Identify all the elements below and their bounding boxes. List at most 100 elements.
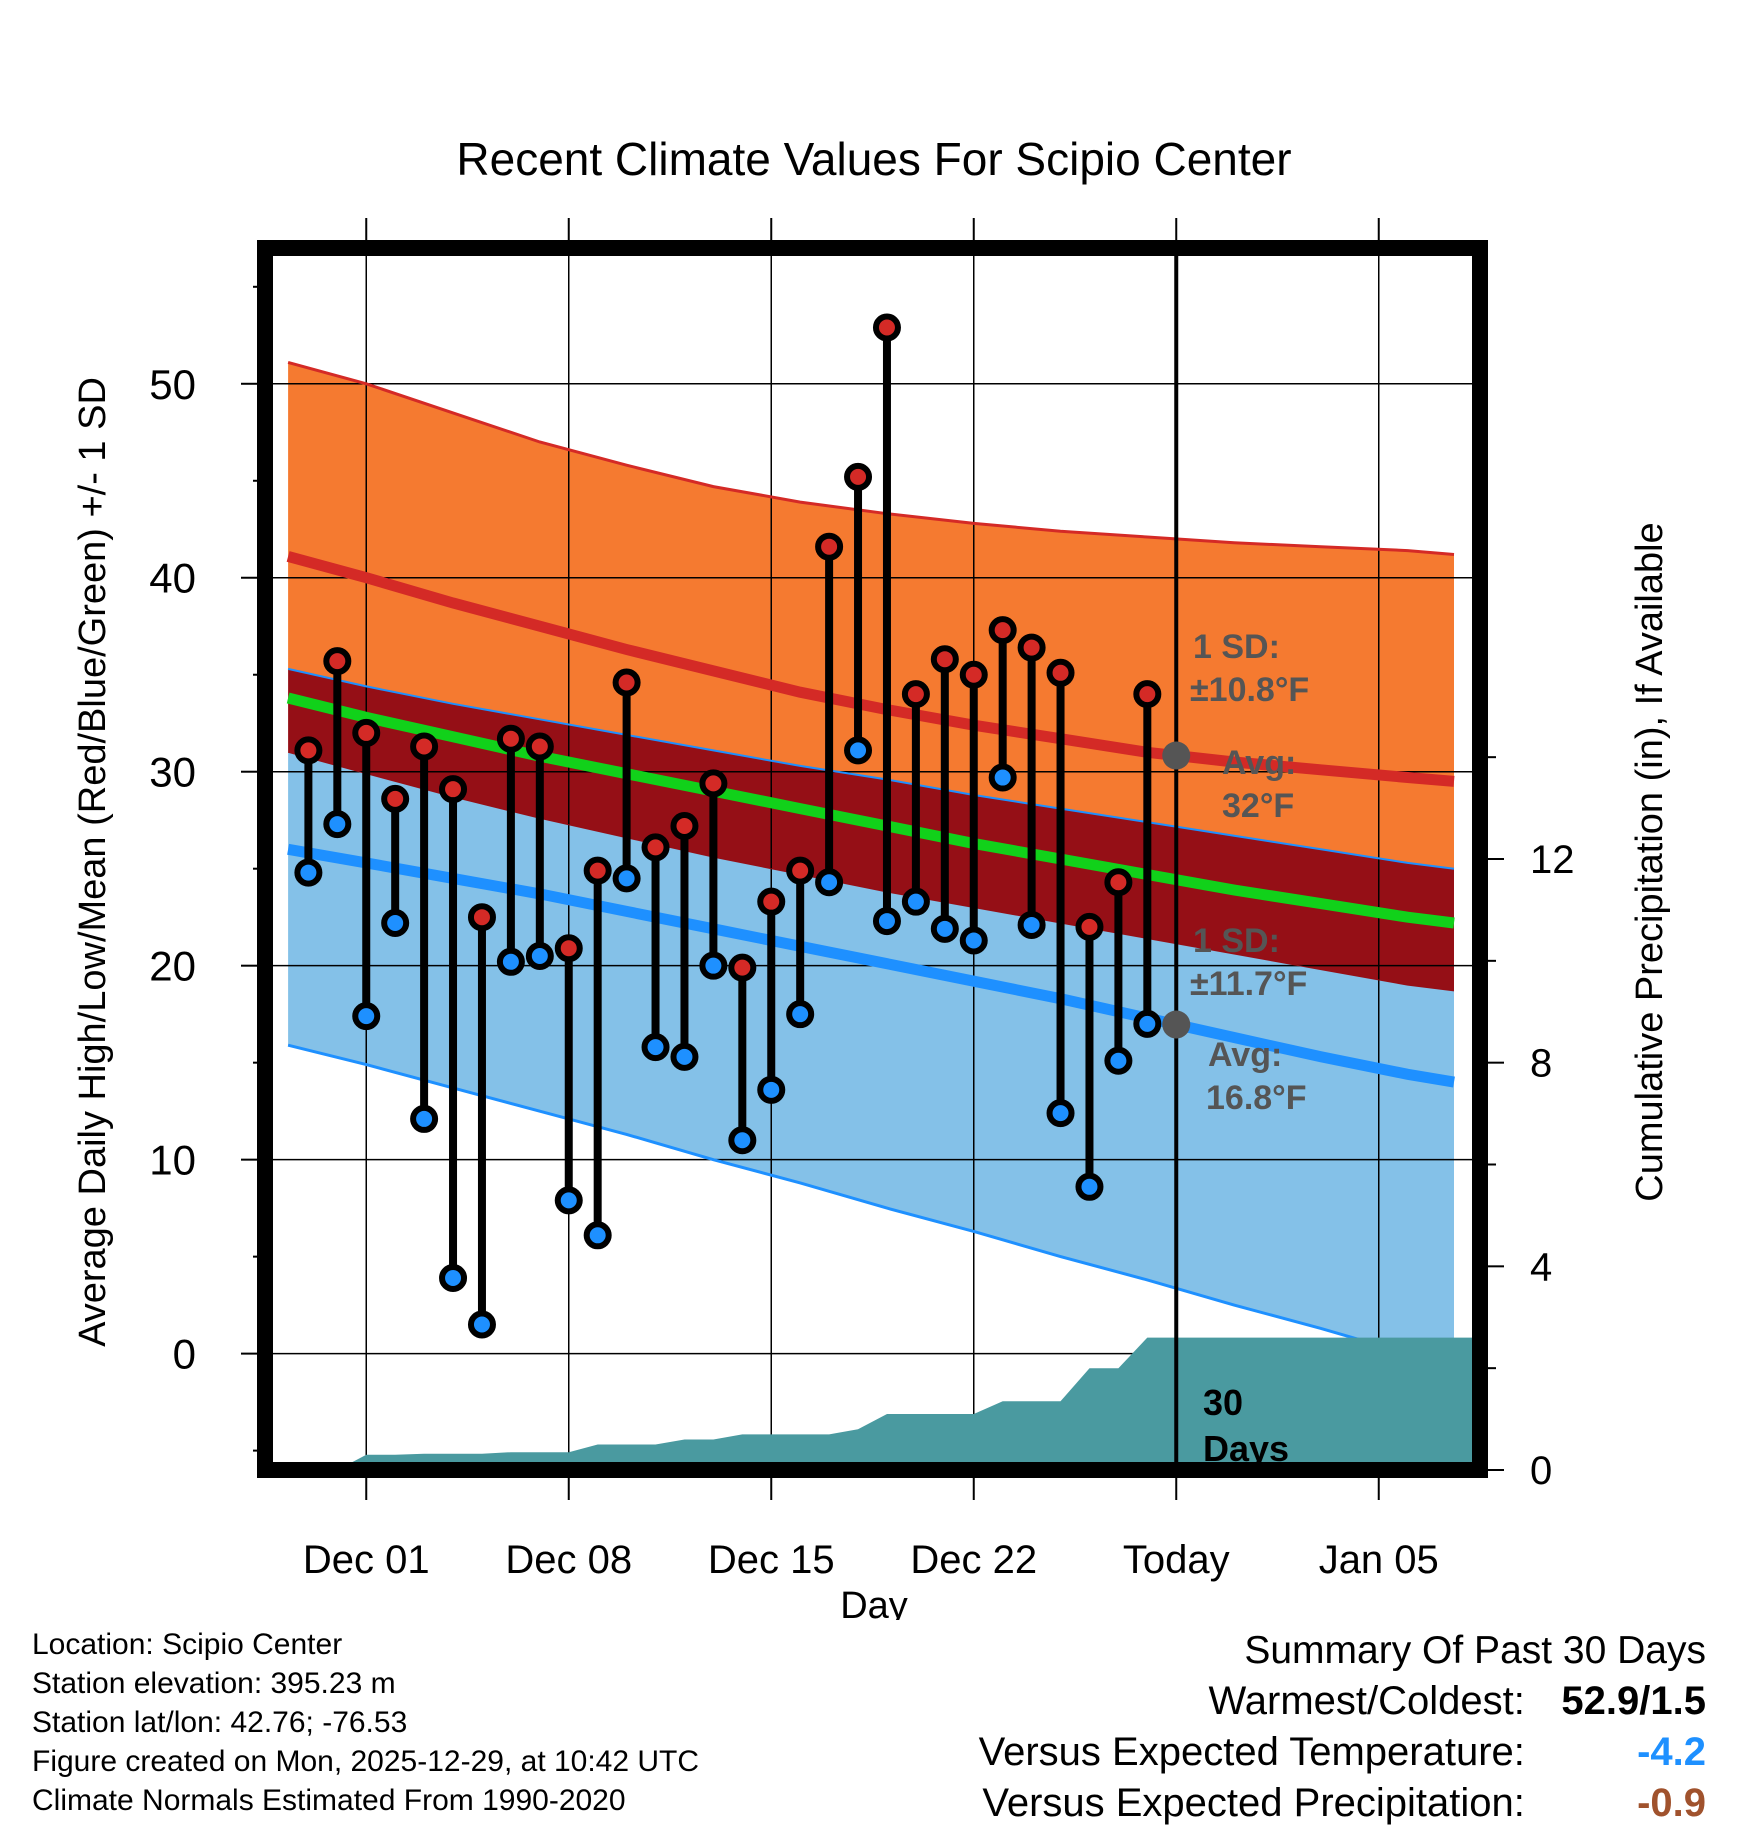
daily-low-marker [1075, 1172, 1104, 1201]
daily-low-marker [1133, 1009, 1162, 1038]
plot-inner: 1 SD: ±10.8°F Avg: 32°F 1 SD: ±11.7°F Avg: 16.8… [265, 248, 1480, 1470]
chart-title: Recent Climate Values For Scipio Center [456, 133, 1291, 185]
daily-low-marker [1046, 1099, 1075, 1128]
daily-low-marker [815, 868, 844, 897]
y-tick-label: 40 [149, 555, 196, 602]
daily-high-marker [294, 736, 323, 765]
summary-title: Summary Of Past 30 Days [1244, 1629, 1706, 1672]
elevation-text: Station elevation: 395.23 m [32, 1667, 396, 1700]
daily-low-marker [583, 1221, 612, 1250]
daily-low-marker [786, 1000, 815, 1029]
daily-low-marker [901, 887, 930, 916]
warmest-coldest-label: Warmest/Coldest: [1208, 1679, 1525, 1723]
y2-tick-label: 12 [1530, 838, 1575, 882]
precip-label: Versus Expected Precipitation: [982, 1781, 1525, 1825]
y-tick-label: 10 [149, 1137, 196, 1184]
daily-high-marker [381, 784, 410, 813]
overlap-band [288, 668, 1455, 991]
x-tick-label: Jan 05 [1319, 1538, 1439, 1582]
climate-chart: Recent Climate Values For Scipio Center … [72, 133, 1671, 1620]
daily-high-marker [901, 680, 930, 709]
daily-low-marker [439, 1263, 468, 1292]
daily-high-marker [699, 769, 728, 798]
daily-high-marker [1133, 680, 1162, 709]
daily-high-marker [844, 462, 873, 491]
daily-low-marker [554, 1186, 583, 1215]
daily-high-marker [786, 856, 815, 885]
daily-low-marker [381, 909, 410, 938]
y2-tick-label: 0 [1530, 1449, 1552, 1493]
temp-value: -4.2 [1637, 1730, 1706, 1774]
low-sd-value: ±11.7°F [1190, 965, 1307, 1003]
daily-high-marker [641, 833, 670, 862]
summary-temp: Versus Expected Temperature: -4.2 [979, 1727, 1706, 1778]
daily-high-marker [554, 934, 583, 963]
daily-high-marker [815, 532, 844, 561]
y2-axis-label: Cumulative Precipitation (in), If Availa… [1629, 522, 1671, 1201]
daily-high-marker [959, 660, 988, 689]
y-tick-label: 50 [149, 361, 196, 408]
daily-high-marker [930, 645, 959, 674]
daily-high-marker [1017, 633, 1046, 662]
temp-label: Versus Expected Temperature: [978, 1730, 1525, 1774]
normals-text: Climate Normals Estimated From 1990-2020 [32, 1784, 626, 1817]
daily-high-marker [439, 775, 468, 804]
daily-high-marker [352, 718, 381, 747]
y-tick-label: 30 [149, 749, 196, 796]
daily-high-marker [988, 616, 1017, 645]
summary-panel: Summary Of Past 30 Days Warmest/Coldest:… [979, 1625, 1706, 1829]
high-sd-band [288, 362, 1455, 869]
daily-low-marker [323, 810, 352, 839]
low-avg-value: 16.8°F [1206, 1079, 1307, 1117]
precip-area [265, 1337, 1480, 1470]
x-axis-label: Day [840, 1585, 908, 1620]
daily-low-marker [496, 947, 525, 976]
daily-low-marker [1017, 910, 1046, 939]
high-sd-value: ±10.8°F [1190, 671, 1309, 709]
daily-high-marker [496, 724, 525, 753]
precip-value: -0.9 [1637, 1781, 1706, 1825]
daily-high-marker [728, 953, 757, 982]
y2-tick-label: 8 [1530, 1042, 1552, 1086]
daily-low-marker [641, 1033, 670, 1062]
daily-high-marker [1104, 868, 1133, 897]
daily-high-marker [467, 903, 496, 932]
x-tick-label: Dec 22 [910, 1538, 1037, 1582]
daily-high-marker [583, 856, 612, 885]
warmest-coldest-value: 52.9/1.5 [1561, 1679, 1706, 1723]
plot-frame [257, 240, 1488, 1478]
days-label-number: 30 [1203, 1382, 1243, 1423]
daily-high-marker [670, 812, 699, 841]
x-tick-label: Dec 01 [303, 1538, 430, 1582]
low-avg-label: Avg: [1208, 1036, 1282, 1074]
daily-low-marker [757, 1075, 786, 1104]
daily-low-marker [959, 926, 988, 955]
normal-low-line [287, 843, 1455, 1088]
high-avg-value: 32°F [1222, 787, 1294, 825]
daily-low-marker [728, 1126, 757, 1155]
daily-low-marker [352, 1002, 381, 1031]
x-tick-label: Today [1123, 1538, 1230, 1582]
daily-low-marker [410, 1104, 439, 1133]
daily-low-marker [930, 914, 959, 943]
latlon-text: Station lat/lon: 42.76; -76.53 [32, 1706, 408, 1739]
daily-low-marker [844, 736, 873, 765]
daily-high-marker [1075, 912, 1104, 941]
daily-low-marker [670, 1042, 699, 1071]
created-text: Figure created on Mon, 2025-12-29, at 10… [32, 1745, 700, 1778]
x-tick-label: Dec 08 [505, 1538, 632, 1582]
summary-warmest-coldest: Warmest/Coldest: 52.9/1.5 [979, 1676, 1707, 1727]
daily-high-marker [872, 313, 901, 342]
high-avg-label: Avg: [1222, 744, 1296, 782]
station-info: Location: Scipio Center Station elevatio… [32, 1625, 699, 1820]
daily-high-marker [612, 668, 641, 697]
y-tick-label: 0 [173, 1331, 196, 1378]
location-text: Location: Scipio Center [32, 1628, 343, 1661]
daily-low-marker [1104, 1046, 1133, 1075]
daily-high-marker [323, 647, 352, 676]
low-sd-label: 1 SD: [1193, 922, 1280, 960]
daily-high-marker [757, 887, 786, 916]
daily-low-marker [612, 864, 641, 893]
daily-low-marker [294, 858, 323, 887]
daily-high-marker [410, 732, 439, 761]
